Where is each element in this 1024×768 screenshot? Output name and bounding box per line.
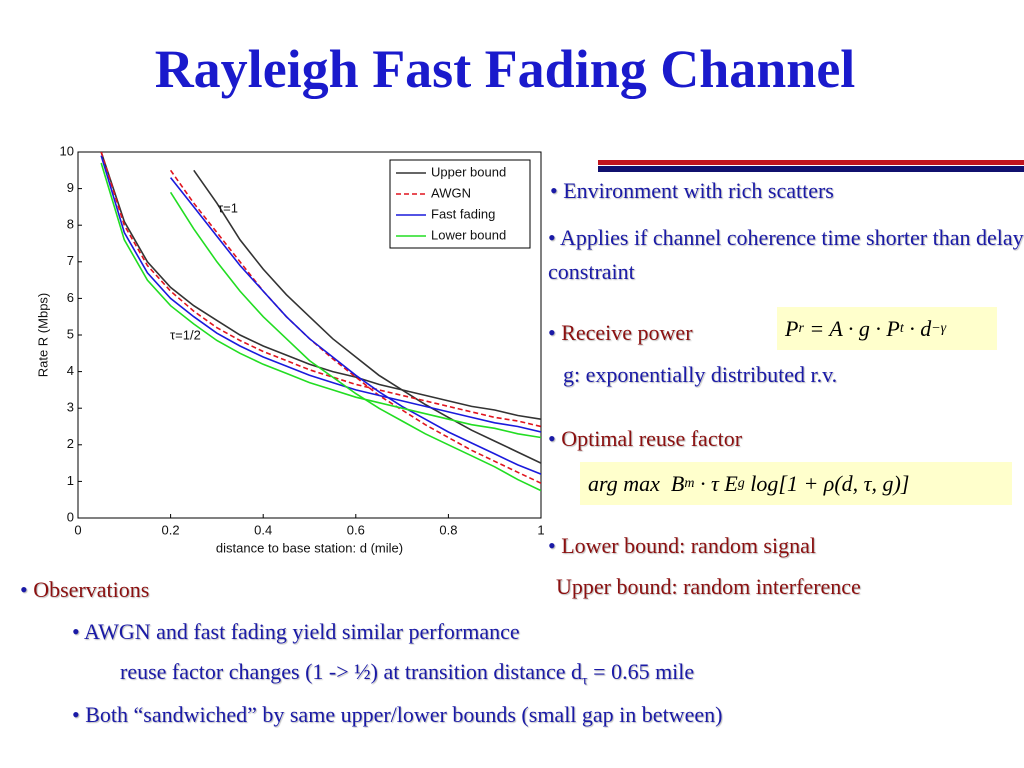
legend-label: Lower bound xyxy=(431,227,506,242)
formula-part: t xyxy=(899,320,904,336)
formula-part: = 0.65 mile xyxy=(587,659,695,684)
series-line xyxy=(100,155,541,433)
slide-title: Rayleigh Fast Fading Channel xyxy=(154,39,856,99)
x-tick-label: 1 xyxy=(537,522,544,537)
x-tick-label: 0.6 xyxy=(347,522,365,537)
bullet: Lower bound: random signal xyxy=(548,533,816,559)
bullet: Optimal reuse factor xyxy=(548,426,742,452)
y-tick-label: 7 xyxy=(67,253,74,268)
y-tick-label: 2 xyxy=(67,436,74,451)
y-tick-label: 10 xyxy=(60,143,74,158)
bullet: Observations xyxy=(20,577,149,603)
x-tick-label: 0.2 xyxy=(162,522,180,537)
bullet: Applies if channel coherence time shorte… xyxy=(548,221,1024,289)
legend-label: Upper bound xyxy=(431,164,506,179)
text: Upper bound: random interference xyxy=(556,574,861,599)
bullet: Both “sandwiched” by same upper/lower bo… xyxy=(72,702,722,728)
decor-stripe xyxy=(598,166,1024,172)
formula-part: · τ E xyxy=(694,470,738,496)
y-tick-label: 0 xyxy=(67,509,74,524)
formula-part: m xyxy=(684,475,695,491)
text: reuse factor changes (1 -> ½) at transit… xyxy=(120,659,694,689)
y-axis-label: Rate R (Mbps) xyxy=(35,293,50,378)
formula-part: reuse factor changes (1 -> ½) at transit… xyxy=(120,659,583,684)
decor-stripe xyxy=(598,160,1024,165)
x-axis-label: distance to base station: d (mile) xyxy=(216,540,403,555)
bullet: Receive power xyxy=(548,320,692,346)
y-tick-label: 8 xyxy=(67,217,74,232)
text: g: exponentially distributed r.v. xyxy=(563,362,838,387)
series-line xyxy=(169,177,541,475)
y-tick-label: 3 xyxy=(67,400,74,415)
formula-part: arg max B xyxy=(588,470,685,496)
series-line xyxy=(100,162,541,439)
y-tick-label: 5 xyxy=(67,326,74,341)
formula-part: = A · g · P xyxy=(803,315,900,341)
x-tick-label: 0.8 xyxy=(439,522,457,537)
x-tick-label: 0 xyxy=(74,522,81,537)
legend-label: Fast fading xyxy=(431,206,495,221)
plot-lines xyxy=(100,152,541,492)
series-line xyxy=(169,191,541,492)
legend-box xyxy=(389,159,531,249)
formula-part: · d xyxy=(903,315,932,341)
bullet: AWGN and fast fading yield similar perfo… xyxy=(72,619,520,645)
series-line xyxy=(193,169,541,464)
y-tick-label: 6 xyxy=(67,290,74,305)
formula-part: −γ xyxy=(931,320,947,336)
y-tick-label: 1 xyxy=(67,473,74,488)
y-tick-label: 9 xyxy=(67,180,74,195)
series-line xyxy=(100,152,541,428)
y-tick-label: 4 xyxy=(67,363,74,378)
curve-group-label: τ=1 xyxy=(218,200,238,215)
legend-label: AWGN xyxy=(431,185,471,200)
formula-part: τ xyxy=(582,673,588,689)
x-tick-label: 0.4 xyxy=(254,522,272,537)
formula-part: log[1 + ρ(d, τ, g)] xyxy=(744,470,910,496)
formula-part: r xyxy=(798,320,804,336)
formula-part: g xyxy=(737,475,745,491)
formula-part: P xyxy=(785,315,799,341)
series-line xyxy=(169,169,541,484)
bullet: Environment with rich scatters xyxy=(550,178,834,204)
curve-group-label: τ=1/2 xyxy=(170,327,201,342)
